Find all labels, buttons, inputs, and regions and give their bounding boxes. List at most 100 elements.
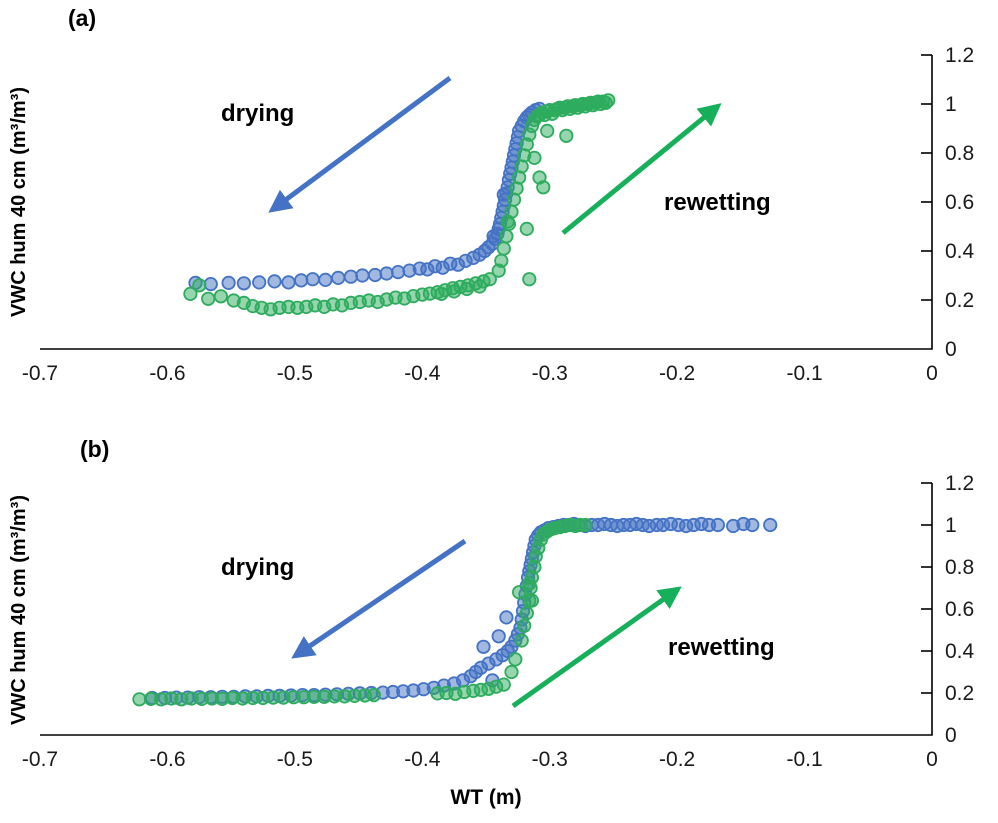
- data-point-rewetting: [559, 128, 574, 143]
- y-tick-label: 0.4: [945, 640, 975, 663]
- series-rewetting: [132, 517, 593, 707]
- data-point-rewetting: [524, 593, 540, 608]
- x-tick-label: -0.2: [659, 362, 695, 385]
- y-tick-label: 0: [945, 724, 957, 747]
- data-point-rewetting: [517, 618, 532, 633]
- x-tick-label: -0.6: [149, 748, 185, 771]
- y-tick-label: 0.2: [945, 289, 974, 312]
- data-point-drying: [305, 272, 320, 287]
- data-point-rewetting: [496, 241, 511, 256]
- panel-b-label: (b): [80, 436, 110, 462]
- x-tick-label: 0: [926, 748, 938, 771]
- x-tick-label: -0.5: [277, 362, 313, 385]
- data-point-rewetting: [511, 585, 527, 600]
- y-tick-label: 0.4: [945, 240, 975, 263]
- data-point-drying: [267, 274, 282, 289]
- series-rewetting: [183, 93, 616, 317]
- data-point-rewetting: [536, 180, 551, 195]
- data-point-rewetting: [192, 278, 207, 293]
- y-tick-label: 0.6: [945, 191, 974, 214]
- data-point-drying: [499, 610, 514, 625]
- x-axis-title: WT (m): [450, 786, 522, 809]
- data-point-rewetting: [540, 123, 555, 138]
- data-point-drying: [355, 268, 370, 283]
- drying-arrow: [291, 538, 467, 659]
- data-point-rewetting: [527, 150, 542, 165]
- drying-arrow: [268, 75, 452, 213]
- x-tick-label: -0.7: [22, 362, 58, 385]
- data-point-drying: [294, 273, 309, 288]
- data-point-rewetting: [504, 664, 519, 680]
- data-point-rewetting: [601, 93, 616, 108]
- data-point-rewetting: [213, 289, 228, 304]
- y-tick-label: 0.2: [945, 682, 974, 705]
- x-tick-label: -0.1: [786, 362, 822, 385]
- data-point-drying: [390, 264, 406, 280]
- y-tick-label: 0: [945, 338, 957, 361]
- x-tick-label: -0.4: [404, 362, 441, 385]
- data-point-rewetting: [504, 204, 519, 219]
- data-point-rewetting: [519, 221, 534, 236]
- x-tick-label: -0.5: [277, 748, 313, 771]
- rewetting-arrow: [561, 103, 722, 235]
- y-tick-label: 1: [945, 514, 957, 537]
- data-point-drying: [236, 276, 251, 291]
- data-point-rewetting: [522, 272, 537, 287]
- data-point-rewetting: [494, 253, 509, 268]
- data-point-rewetting: [132, 692, 147, 707]
- x-tick-label: -0.7: [22, 748, 58, 771]
- data-point-drying: [379, 266, 394, 281]
- panel-b-drying-annotation: drying: [221, 554, 295, 581]
- data-point-drying: [726, 518, 741, 534]
- x-tick-label: -0.3: [532, 748, 568, 771]
- data-point-drying: [281, 275, 296, 290]
- x-tick-label: 0: [926, 362, 938, 385]
- data-point-drying: [476, 639, 491, 654]
- panel-b-rewetting-annotation: rewetting: [668, 634, 775, 661]
- panel-a-rewetting-annotation: rewetting: [664, 189, 771, 216]
- axis-line: [40, 55, 933, 350]
- series-drying: [188, 101, 547, 292]
- data-point-rewetting: [501, 216, 516, 232]
- x-tick-label: -0.1: [786, 748, 822, 771]
- panel-b-y-axis-title: VWC hum 40 cm (m³/m³): [8, 494, 30, 726]
- x-tick-label: -0.6: [149, 362, 185, 385]
- data-point-rewetting: [482, 272, 497, 287]
- data-point-rewetting: [519, 606, 534, 621]
- data-point-rewetting: [508, 652, 523, 667]
- data-point-rewetting: [499, 229, 514, 244]
- y-tick-label: 1.2: [945, 472, 974, 495]
- data-point-rewetting: [366, 687, 381, 703]
- x-tick-label: -0.2: [659, 748, 695, 771]
- data-point-drying: [343, 269, 358, 284]
- y-tick-label: 1: [945, 93, 957, 116]
- x-tick-label: -0.3: [532, 362, 568, 385]
- x-tick-label: -0.4: [404, 748, 441, 771]
- data-point-drying: [763, 517, 778, 533]
- panel-a-drying-annotation: drying: [221, 100, 295, 127]
- y-tick-label: 0.8: [945, 142, 974, 165]
- data-point-rewetting: [201, 291, 216, 306]
- data-point-drying: [252, 275, 267, 290]
- panel-a: 0 0.2 0.4 0.6 0.8 1 1.2 -0.7 -0.6 -0.5 -0.4 -0.3 -0.…: [22, 44, 975, 385]
- data-point-drying: [491, 629, 506, 644]
- panel-a-label: (a): [68, 5, 97, 31]
- data-point-drying: [331, 270, 346, 285]
- data-point-rewetting: [496, 677, 511, 692]
- y-tick-label: 0.8: [945, 556, 974, 579]
- data-point-drying: [318, 272, 333, 287]
- y-tick-label: 1.2: [945, 44, 974, 67]
- data-point-drying: [367, 267, 383, 283]
- panel-b: 0 0.2 0.4 0.6 0.8 1 1.2 -0.7 -0.6 -0.5 -0.4 -0.3 -0.…: [22, 472, 975, 771]
- data-point-drying: [221, 275, 236, 290]
- rewetting-arrow: [511, 586, 682, 709]
- data-point-rewetting: [183, 286, 198, 301]
- data-point-rewetting: [522, 576, 537, 591]
- panel-a-y-axis-title: VWC hum 40 cm (m³/m³): [8, 86, 30, 318]
- y-tick-label: 0.6: [945, 598, 974, 621]
- data-point-drying: [203, 276, 218, 292]
- data-point-rewetting: [578, 517, 593, 533]
- data-point-rewetting: [514, 633, 529, 648]
